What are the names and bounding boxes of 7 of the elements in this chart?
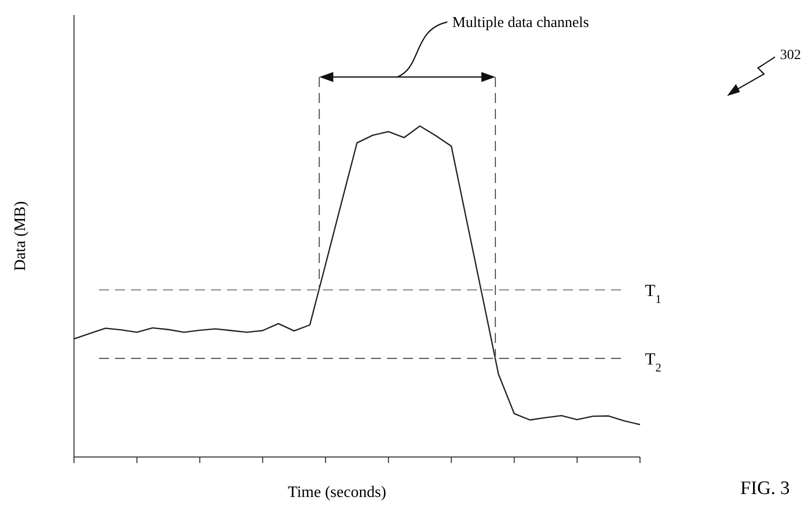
ref-line-label: T$_{1}$ xyxy=(645,280,662,306)
text: 302 xyxy=(780,48,801,63)
ref-line-label: T$_{2}$ xyxy=(645,349,662,374)
text: Multiple data channels xyxy=(452,15,590,31)
y-axis-title: Data (MB) xyxy=(12,201,29,271)
x-axis-title: Time (seconds) xyxy=(288,484,386,501)
caption: FIG. 3 xyxy=(740,478,790,499)
